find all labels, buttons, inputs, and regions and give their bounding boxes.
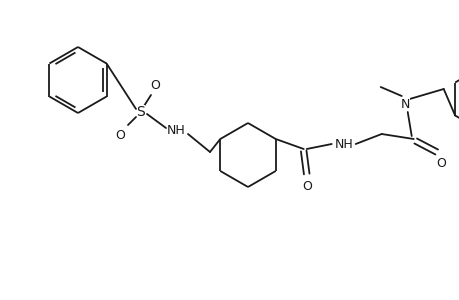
Text: O: O (150, 79, 160, 92)
Text: N: N (400, 98, 409, 110)
Text: O: O (435, 157, 445, 169)
Text: NH: NH (334, 137, 353, 151)
Text: NH: NH (166, 124, 185, 136)
Text: O: O (115, 128, 125, 142)
Text: S: S (136, 105, 145, 119)
Text: O: O (301, 179, 311, 193)
